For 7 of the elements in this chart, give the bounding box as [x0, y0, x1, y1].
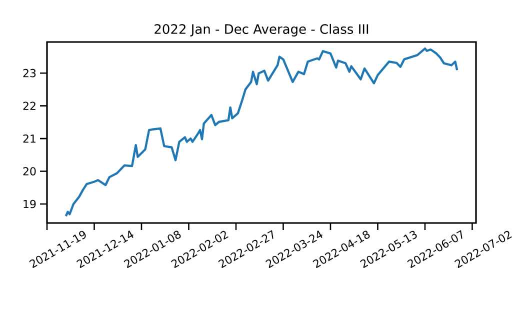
y-tick-label: 22: [23, 102, 36, 110]
chart-title: 2022 Jan - Dec Average - Class III: [154, 24, 368, 36]
y-tick-label: 21: [23, 134, 36, 143]
y-tick-label: 20: [23, 167, 36, 176]
line-series: [64, 47, 458, 218]
y-tick-label: 19: [24, 200, 36, 208]
y-tick-label: 23: [23, 68, 36, 78]
